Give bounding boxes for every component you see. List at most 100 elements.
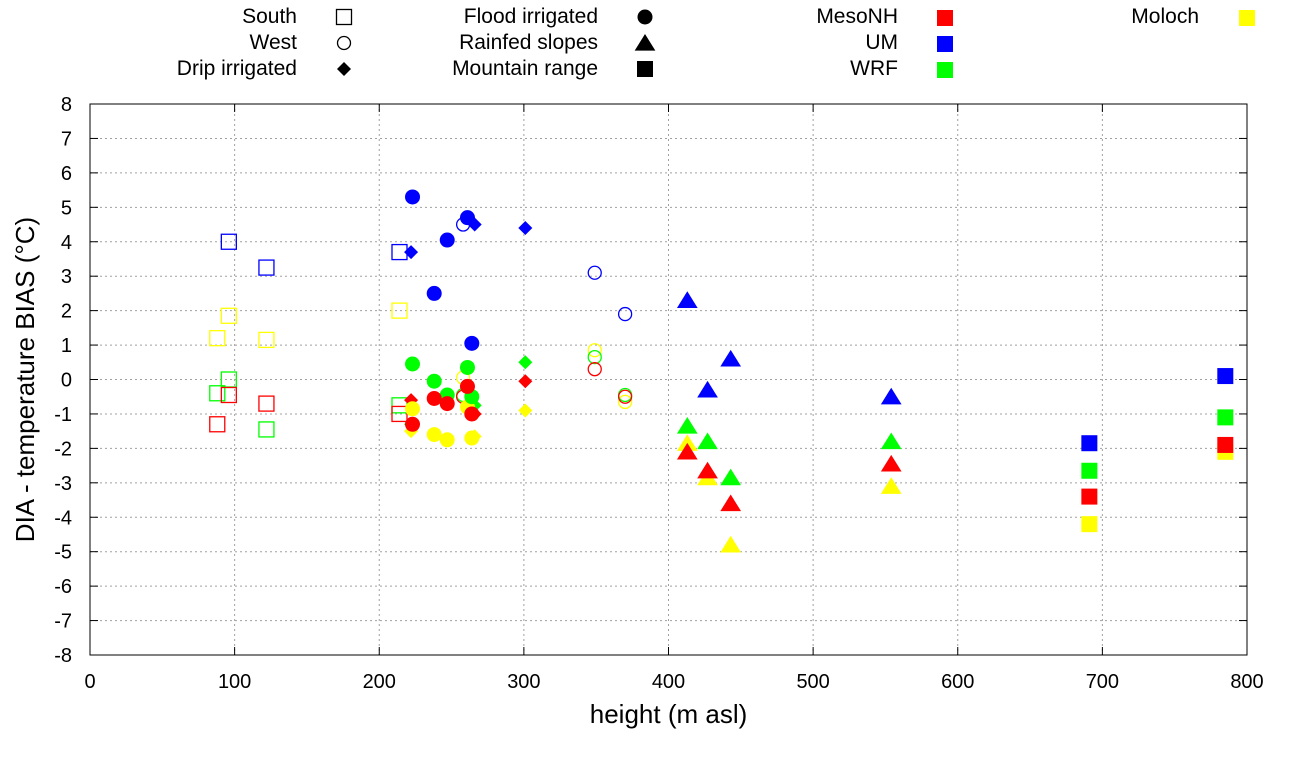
x-tick-label: 600 (941, 671, 974, 693)
point-west-moloch (587, 343, 602, 358)
legend-marker-um (937, 36, 953, 52)
point-south-moloch (220, 307, 237, 324)
point-rainfed-slopes-wrf (720, 468, 742, 486)
point-south-moloch (391, 302, 408, 319)
point-rainfed-slopes-moloch (880, 477, 902, 494)
grid (90, 104, 1247, 655)
x-tick-label: 100 (218, 671, 251, 693)
legend-marker-flood-irrigated (637, 9, 653, 25)
point-rainfed-slopes-mesonh (697, 461, 718, 479)
legend-marker-south (335, 8, 353, 26)
y-tick-label: -5 (54, 542, 72, 564)
legend-label: Flood irrigated (464, 5, 598, 28)
legend-marker-moloch (1239, 10, 1255, 26)
point-west-moloch (617, 394, 633, 410)
point-west-mesonh (587, 362, 602, 377)
legend-marker-west (336, 35, 352, 51)
point-drip-irrigated-wrf (518, 355, 533, 370)
y-tick-label: 1 (61, 335, 72, 357)
point-flood-irrigated-mesonh (439, 396, 455, 412)
legend-label: WRF (850, 57, 898, 80)
point-flood-irrigated-mesonh (464, 406, 480, 422)
y-tick-label: 5 (61, 197, 72, 219)
legend-label: Rainfed slopes (459, 31, 598, 54)
x-tick-label: 500 (796, 671, 829, 693)
legend-marker-rainfed-slopes (634, 34, 656, 51)
point-mountain-range-um (1217, 368, 1234, 385)
x-tick-label: 400 (652, 671, 685, 693)
point-flood-irrigated-um (405, 189, 421, 205)
point-rainfed-slopes-moloch (720, 535, 742, 553)
point-flood-irrigated-moloch (426, 427, 442, 443)
point-rainfed-slopes-moloch (676, 434, 698, 451)
y-tick-label: -7 (54, 611, 72, 633)
point-drip-irrigated-moloch (518, 403, 533, 418)
y-tick-label: 3 (61, 266, 72, 288)
legend-marker-mountain-range (637, 61, 653, 77)
legend: South West Drip irrigated Flood irrigated Ra… (177, 5, 1255, 80)
x-axis-label: height (m asl) (590, 699, 748, 729)
x-tick-label: 800 (1230, 671, 1263, 693)
point-rainfed-slopes-um (880, 387, 902, 405)
point-drip-irrigated-um (404, 245, 419, 260)
y-axis-label: DIA - temperature BIAS (°C) (10, 217, 40, 542)
point-south-moloch (258, 331, 275, 349)
y-tick-label: 7 (61, 128, 72, 150)
legend-label: UM (865, 31, 898, 54)
point-flood-irrigated-wrf (459, 359, 475, 375)
legend-marker-drip-irrigated (337, 62, 351, 76)
point-south-wrf (209, 385, 226, 402)
point-rainfed-slopes-wrf (697, 432, 718, 450)
y-tick-label: 6 (61, 163, 72, 185)
point-south-wrf (220, 371, 237, 388)
x-tick-label: 700 (1086, 671, 1119, 693)
point-rainfed-slopes-mesonh (720, 494, 742, 512)
point-rainfed-slopes-mesonh (676, 442, 698, 460)
point-mountain-range-um (1081, 435, 1098, 452)
legend-label: Mountain range (452, 57, 598, 80)
point-west-wrf (587, 349, 602, 365)
point-west-um (587, 265, 602, 280)
point-rainfed-slopes-um (697, 380, 718, 398)
point-drip-irrigated-um (518, 220, 533, 235)
point-flood-irrigated-moloch (464, 430, 480, 446)
point-south-um (220, 233, 237, 250)
y-tick-label: -2 (54, 438, 72, 460)
legend-marker-mesonh (937, 10, 953, 26)
point-flood-irrigated-um (459, 210, 475, 226)
point-flood-irrigated-wrf (405, 356, 421, 372)
point-south-mesonh (391, 405, 408, 423)
point-flood-irrigated-um (439, 232, 455, 248)
point-south-mesonh (209, 416, 226, 433)
point-west-um (617, 306, 633, 322)
point-flood-irrigated-mesonh (405, 416, 421, 432)
point-mountain-range-mesonh (1081, 488, 1098, 505)
point-west-mesonh (617, 389, 633, 404)
legend-label: West (250, 31, 298, 54)
point-flood-irrigated-moloch (439, 432, 455, 448)
point-mountain-range-moloch (1081, 516, 1098, 533)
legend-label: Moloch (1131, 5, 1199, 28)
y-tick-label: 0 (61, 370, 72, 392)
point-flood-irrigated-moloch (405, 401, 421, 417)
point-rainfed-slopes-wrf (676, 416, 698, 434)
point-rainfed-slopes-mesonh (880, 454, 902, 472)
y-tick-label: -3 (54, 473, 72, 495)
legend-marker-wrf (937, 62, 953, 78)
point-flood-irrigated-mesonh (459, 378, 475, 394)
point-drip-irrigated-mesonh (518, 374, 533, 389)
point-south-moloch (209, 330, 226, 347)
point-south-mesonh (220, 386, 237, 404)
point-rainfed-slopes-um (720, 349, 742, 367)
y-tick-label: -6 (54, 576, 72, 598)
point-mountain-range-mesonh (1217, 436, 1234, 453)
x-tick-label: 200 (363, 671, 396, 693)
y-tick-label: -1 (54, 404, 72, 426)
data-points (209, 189, 1234, 553)
y-tick-label: 4 (61, 232, 72, 254)
point-flood-irrigated-um (464, 335, 480, 351)
y-axis: 8 7 6 5 4 3 2 1 0 -1 -2 -3 -4 -5 -6 -7 -8 (54, 94, 1247, 667)
legend-label: Drip irrigated (177, 57, 297, 80)
y-tick-label: 2 (61, 301, 72, 323)
